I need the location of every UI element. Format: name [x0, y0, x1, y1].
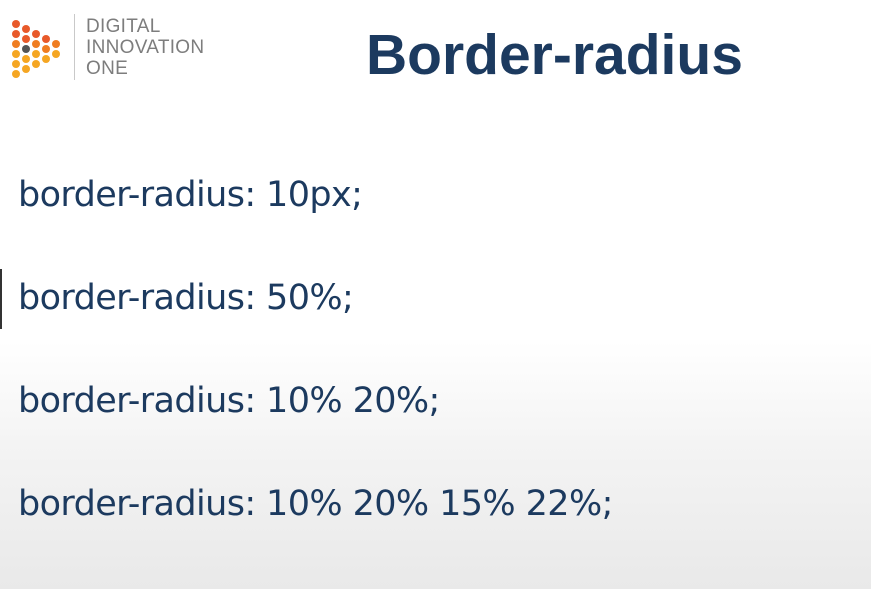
code-line: border-radius: 10px; — [18, 175, 363, 215]
logo-divider — [74, 14, 75, 80]
code-line: border-radius: 10% 20% 15% 22%; — [18, 484, 613, 524]
logo-dot — [52, 50, 60, 58]
logo-dot — [12, 70, 20, 78]
logo-dot — [12, 20, 20, 28]
logo-dot — [32, 50, 40, 58]
code-line: border-radius: 10% 20%; — [18, 381, 440, 421]
logo-dot — [52, 40, 60, 48]
dio-logo-icon — [12, 20, 60, 78]
logo-line-1: DIGITAL — [86, 16, 161, 37]
logo-dot — [32, 30, 40, 38]
logo-dot — [22, 35, 30, 43]
logo-dot — [32, 60, 40, 68]
logo-dot — [22, 65, 30, 73]
code-line: border-radius: 50%; — [18, 278, 354, 318]
logo-wordmark: DIGITAL INNOVATION ONE — [86, 16, 204, 79]
logo-dot — [22, 25, 30, 33]
logo-dot — [42, 45, 50, 53]
logo-dot — [42, 35, 50, 43]
code-examples-list: border-radius: 10px; border-radius: 50%;… — [18, 160, 613, 572]
logo-dot — [42, 55, 50, 63]
logo-dot — [12, 50, 20, 58]
dio-logo: DIGITAL INNOVATION ONE — [10, 14, 240, 82]
logo-dot — [12, 40, 20, 48]
logo-dot — [22, 55, 30, 63]
logo-line-3: ONE — [86, 58, 129, 79]
slide-title: Border-radius — [366, 23, 743, 87]
logo-dot — [12, 30, 20, 38]
logo-dot — [32, 40, 40, 48]
logo-dot — [22, 45, 30, 53]
logo-dot — [12, 60, 20, 68]
logo-line-2: INNOVATION — [86, 37, 205, 58]
text-cursor — [0, 269, 2, 329]
